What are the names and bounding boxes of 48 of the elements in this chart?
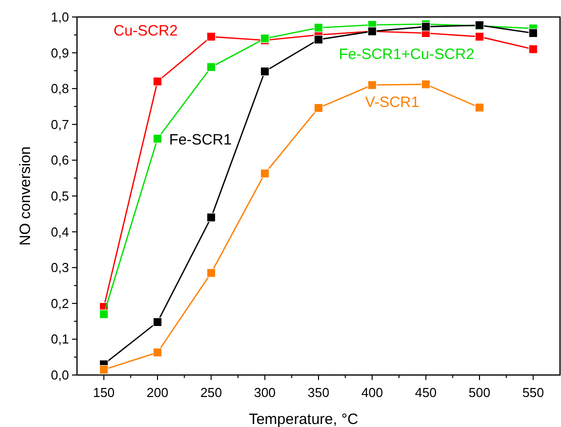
x-tick-label: 150 [92,385,115,400]
series-label: V-SCR1 [365,94,420,112]
point [314,23,324,32]
x-tick-label: 350 [308,385,330,400]
point [152,317,162,327]
y-tick-label: 0,9 [50,45,69,60]
point [421,22,430,32]
series-label: Cu-SCR2 [114,22,178,40]
series-label: Fe-SCR1+Cu-SCR2 [338,46,474,64]
x-tick-label: 250 [200,385,222,400]
point [206,268,216,278]
point [99,365,108,374]
x-tick-label: 300 [254,385,276,400]
point [528,28,538,38]
point [314,35,324,44]
y-axis-title: NO conversion [17,146,34,246]
point [314,103,324,112]
y-tick-label: 0,2 [50,296,69,311]
point [421,80,430,89]
y-tick-label: 1,0 [50,10,69,24]
y-tick-label: 0,6 [50,152,69,168]
x-tick-label: 500 [468,385,490,400]
x-tick-label: 400 [361,385,384,400]
point [152,134,162,144]
y-tick-label: 0,8 [50,81,69,96]
series-label: Fe-SCR1 [169,131,232,148]
point [99,310,108,319]
point [152,76,162,86]
y-tick-label: 0,4 [50,224,69,240]
y-tick-label: 0,1 [50,332,69,347]
y-tick-label: 0,7 [50,116,69,132]
y-tick-label: 0,5 [50,188,69,204]
point [206,212,216,222]
point [474,103,484,112]
y-tick-label: 0,0 [50,368,69,382]
point [152,348,162,357]
point [474,32,484,42]
point [260,66,270,76]
x-tick-label: 450 [414,385,437,400]
point [368,80,377,90]
x-tick-label: 550 [522,385,544,400]
point [206,32,216,42]
point [260,168,270,178]
point [206,62,216,72]
y-tick-label: 0,3 [50,260,69,276]
x-tick-label: 200 [146,385,168,400]
point [528,44,538,54]
x-axis-title: Temperature, °C [248,411,358,427]
